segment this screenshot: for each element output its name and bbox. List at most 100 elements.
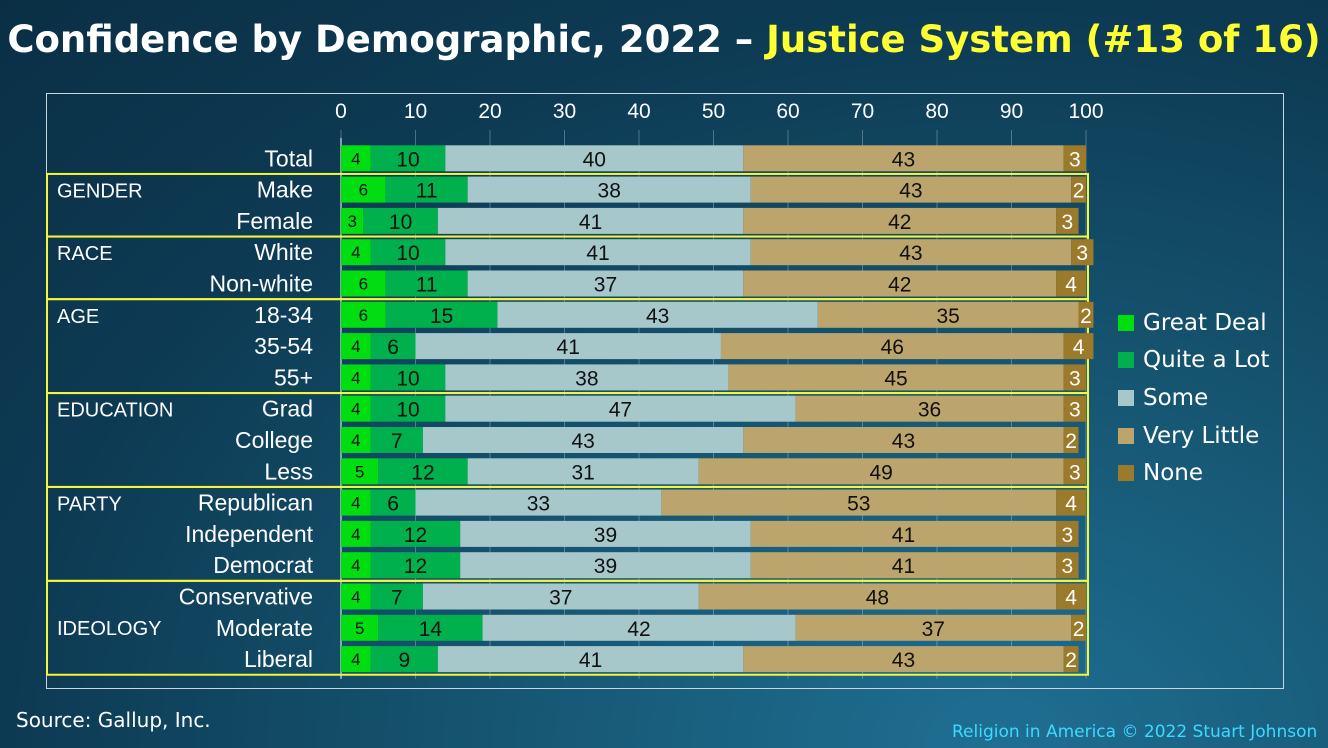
- x-tick-label: 40: [627, 100, 650, 123]
- bar-segment: [370, 520, 461, 547]
- bar-segment: [445, 395, 796, 422]
- category-label: 35-54: [254, 333, 313, 359]
- bar-segment: [422, 583, 699, 610]
- bar-segment: [1056, 552, 1079, 579]
- bar-value-label: 4: [1065, 587, 1077, 610]
- x-tick-label: 90: [1000, 100, 1023, 123]
- bar-value-label: 37: [549, 587, 572, 610]
- bar-value-label: 42: [627, 618, 650, 641]
- bar-value-label: 3: [1069, 367, 1081, 390]
- category-label: White: [254, 239, 313, 265]
- bar-value-label: 41: [586, 242, 609, 265]
- bar-value-label: 41: [579, 211, 602, 234]
- bar-segment: [341, 145, 371, 172]
- category-label: Female: [236, 208, 313, 234]
- x-tick-label: 60: [776, 100, 799, 123]
- bar-value-label: 47: [609, 399, 632, 422]
- bar-segment: [445, 364, 729, 391]
- bar-value-label: 15: [430, 305, 453, 328]
- bar-segment: [341, 614, 379, 641]
- category-label: Independent: [185, 521, 314, 547]
- bar-value-label: 43: [892, 430, 915, 453]
- bar-segment: [743, 270, 1057, 297]
- bar-segment: [795, 614, 1072, 641]
- bar-value-label: 39: [594, 524, 617, 547]
- bar-segment: [728, 364, 1064, 391]
- bar-segment: [482, 614, 796, 641]
- bar-value-label: 35: [936, 305, 959, 328]
- bar-value-label: 41: [557, 336, 580, 359]
- group-label: RACE: [57, 243, 113, 265]
- bar-value-label: 6: [359, 181, 368, 200]
- bar-value-label: 11: [416, 180, 438, 203]
- bar-value-label: 2: [1065, 649, 1077, 672]
- bar-segment: [497, 301, 818, 328]
- bar-value-label: 3: [1062, 555, 1074, 578]
- bar-value-label: 3: [347, 212, 356, 231]
- legend-swatch: [1118, 314, 1134, 331]
- bar-value-label: 4: [1065, 274, 1077, 297]
- bar-value-label: 42: [888, 274, 911, 297]
- bar-value-label: 45: [884, 367, 907, 390]
- chart-title: Confidence by Demographic, 2022 – Justic…: [0, 18, 1328, 61]
- bar-segment: [743, 145, 1064, 172]
- group-label: GENDER: [57, 181, 143, 203]
- bar-value-label: 43: [899, 242, 922, 265]
- bar-segment: [341, 427, 371, 453]
- bar-segment: [750, 176, 1072, 203]
- bar-value-label: 3: [1069, 148, 1081, 171]
- bar-segment: [445, 145, 744, 172]
- bar-segment: [743, 427, 1064, 453]
- bar-segment: [661, 489, 1057, 516]
- bar-value-label: 3: [1062, 211, 1074, 234]
- bar-value-label: 7: [391, 430, 403, 453]
- legend-item: Great Deal: [1118, 304, 1269, 342]
- bar-value-label: 41: [892, 555, 915, 578]
- category-label: Less: [264, 458, 313, 484]
- group-label: EDUCATION: [57, 400, 173, 422]
- bar-value-label: 4: [351, 431, 360, 450]
- bar-segment: [341, 520, 371, 547]
- bar-segment: [437, 207, 744, 234]
- bar-value-label: 3: [1069, 399, 1081, 422]
- x-tick-label: 20: [478, 100, 501, 123]
- bar-segment: [460, 552, 751, 579]
- bar-segment: [370, 552, 461, 579]
- bar-segment: [437, 646, 744, 673]
- bar-value-label: 6: [387, 336, 399, 359]
- x-tick-label: 50: [702, 100, 725, 123]
- title-main: Confidence by Demographic, 2022 –: [7, 18, 767, 61]
- bar-value-label: 33: [527, 493, 550, 516]
- bar-segment: [743, 207, 1057, 234]
- bar-value-label: 12: [404, 524, 427, 547]
- bar-segment: [743, 646, 1064, 673]
- bar-segment: [1078, 301, 1094, 328]
- bar-segment: [445, 239, 751, 266]
- x-tick-label: 70: [851, 100, 874, 123]
- x-tick-label: 100: [1068, 100, 1103, 123]
- bar-segment: [750, 552, 1057, 579]
- bar-segment: [385, 270, 468, 297]
- category-label: Conservative: [179, 584, 313, 610]
- bar-value-label: 36: [918, 399, 941, 422]
- bar-value-label: 6: [359, 306, 368, 325]
- bar-value-label: 4: [351, 368, 360, 387]
- legend-label: Some: [1143, 384, 1209, 411]
- bar-value-label: 4: [351, 243, 360, 262]
- category-label: Moderate: [216, 615, 313, 641]
- bar-segment: [750, 520, 1057, 547]
- bar-segment: [341, 176, 386, 203]
- bar-value-label: 48: [866, 587, 889, 610]
- bar-value-label: 39: [594, 555, 617, 578]
- bar-segment: [467, 176, 751, 203]
- legend-swatch: [1118, 389, 1134, 406]
- bar-value-label: 4: [351, 556, 360, 575]
- bar-segment: [1063, 364, 1086, 391]
- bar-value-label: 12: [404, 555, 427, 578]
- bar-value-label: 4: [351, 525, 360, 544]
- bar-value-label: 10: [396, 148, 419, 171]
- bar-value-label: 3: [1069, 461, 1081, 484]
- bar-segment: [378, 458, 468, 485]
- bar-segment: [378, 614, 483, 641]
